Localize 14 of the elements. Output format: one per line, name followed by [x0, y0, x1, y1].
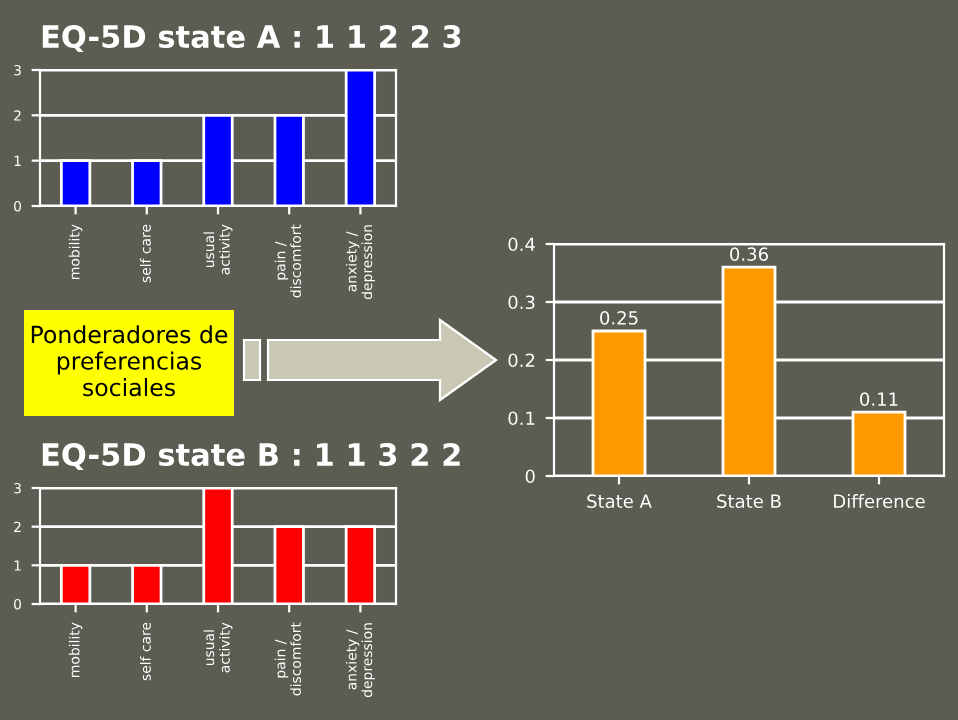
x-tick-label: State A [587, 494, 652, 509]
chart-title: EQ-5D state A : 1 1 2 2 3 [42, 24, 461, 53]
y-tick-label: 0 [525, 469, 535, 484]
y-tick-label: 0.2 [508, 353, 535, 368]
data-label: 0.36 [730, 247, 768, 261]
y-tick-label: 0.3 [508, 295, 535, 310]
text: Ponderadores de preferencias sociales [31, 325, 228, 397]
x-tick-label: Difference [834, 494, 925, 509]
y-tick-label: 0.4 [508, 237, 535, 252]
x-tick-label: State B [717, 494, 781, 509]
data-label: 0.11 [860, 392, 898, 406]
data-label: 0.25 [600, 311, 638, 325]
y-tick-label: 0.1 [508, 411, 535, 426]
chart-title: EQ-5D state B : 1 1 3 2 2 [42, 442, 460, 471]
